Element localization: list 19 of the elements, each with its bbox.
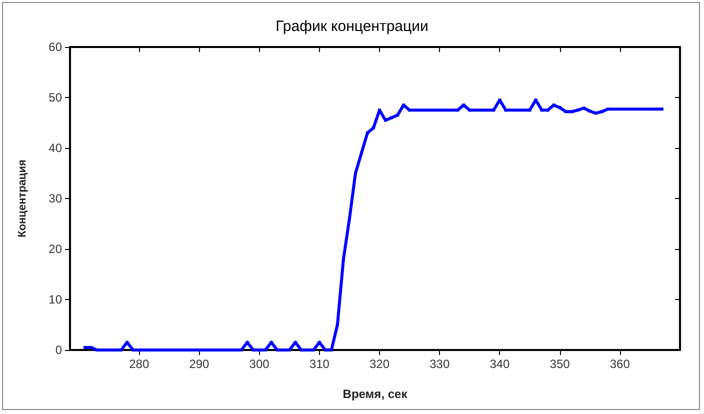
x-tick-label: 360 xyxy=(610,357,630,371)
x-tick-label: 350 xyxy=(550,357,570,371)
y-axis-title: Концентрация xyxy=(16,160,28,238)
x-tick-label: 290 xyxy=(189,357,210,371)
x-tick-label: 320 xyxy=(369,357,390,371)
y-tick-label: 20 xyxy=(48,242,62,256)
y-tick-label: 10 xyxy=(48,292,62,306)
x-tick-label: 300 xyxy=(249,357,270,371)
x-tick-label: 330 xyxy=(430,357,450,371)
y-tick-label: 40 xyxy=(48,141,62,155)
y-tick-label: 30 xyxy=(48,192,62,206)
chart-title: График концентрации xyxy=(276,18,428,35)
x-tick-label: 340 xyxy=(490,357,510,371)
y-tick-label: 50 xyxy=(48,90,62,104)
y-tick-label: 60 xyxy=(48,40,62,54)
x-axis-title: Время, сек xyxy=(342,387,408,401)
x-tick-label: 310 xyxy=(309,357,330,371)
y-tick-label: 0 xyxy=(55,343,62,357)
x-tick-label: 280 xyxy=(129,357,150,371)
